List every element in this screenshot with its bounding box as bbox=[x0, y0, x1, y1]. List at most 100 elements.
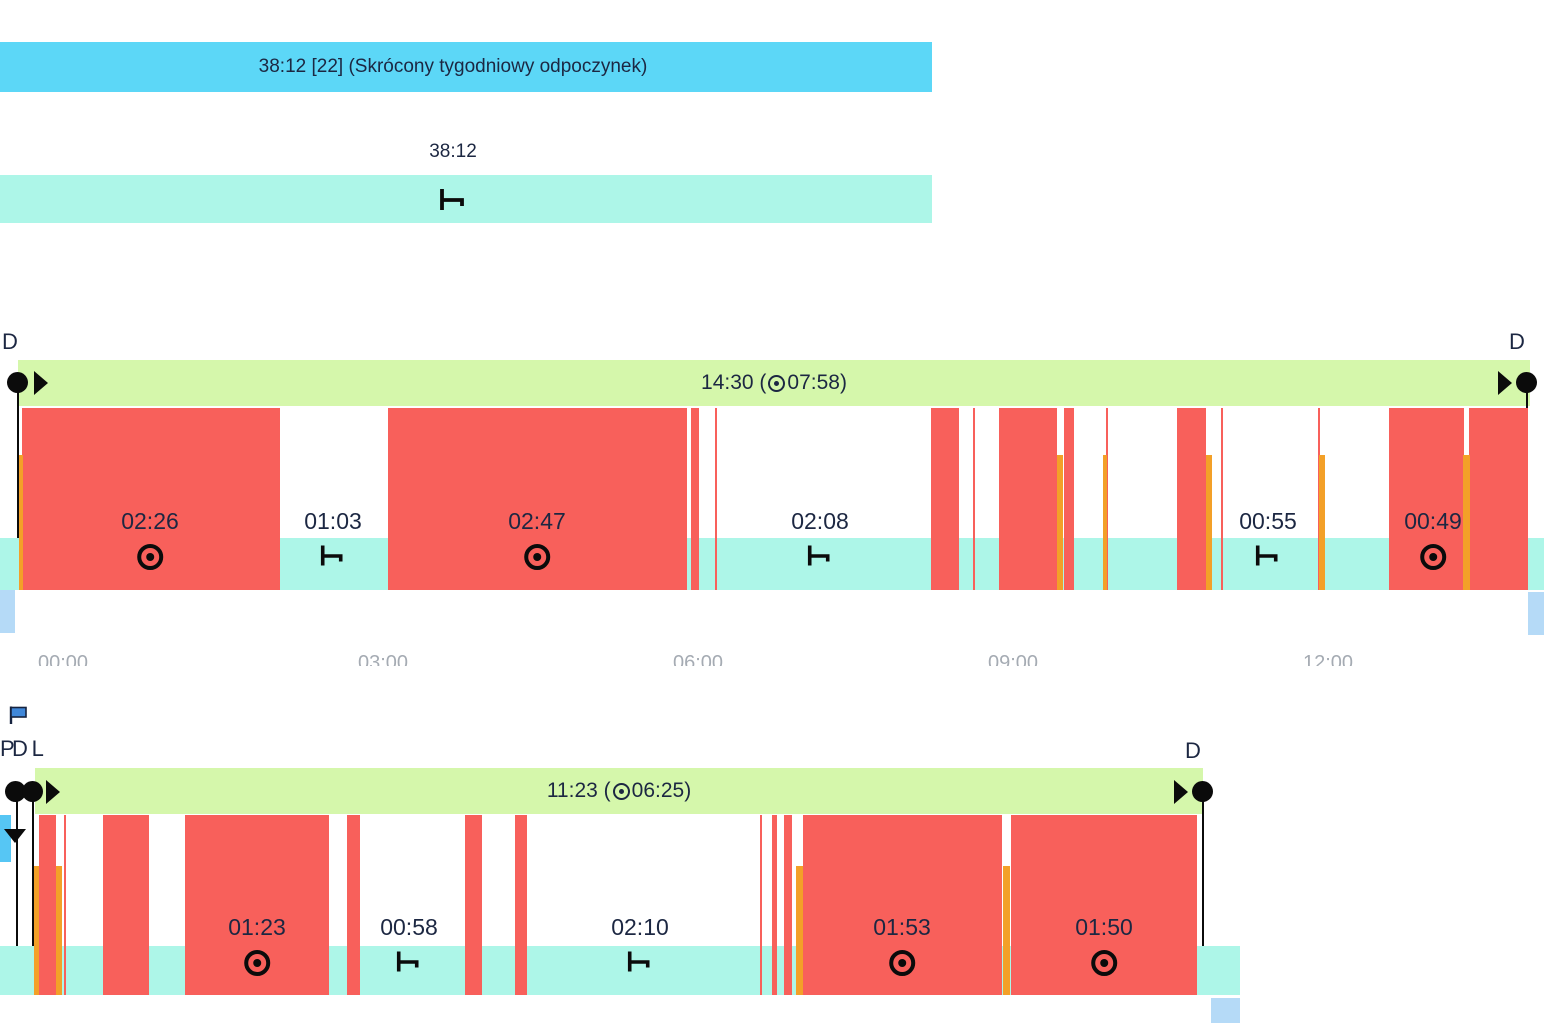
event-marker bbox=[1103, 455, 1107, 590]
segment-duration-label: 00:49 bbox=[1404, 508, 1462, 534]
bed-icon bbox=[321, 545, 343, 566]
segment-duration: 02:47 bbox=[508, 508, 566, 570]
bed-icon bbox=[628, 951, 650, 972]
steering-wheel-icon bbox=[768, 374, 786, 392]
segment-duration: 02:10 bbox=[611, 914, 669, 973]
driving-block[interactable] bbox=[1064, 408, 1074, 590]
segment-duration: 01:53 bbox=[873, 914, 931, 976]
day1-start-arrow-icon[interactable] bbox=[34, 371, 48, 395]
day2-start-arrow-icon[interactable] bbox=[46, 780, 60, 804]
driving-block[interactable] bbox=[691, 408, 699, 590]
wheel-center-dot bbox=[1100, 959, 1108, 967]
segment-duration: 01:23 bbox=[228, 914, 286, 976]
segment-duration: 01:50 bbox=[1075, 914, 1133, 976]
segment-duration-label: 00:55 bbox=[1239, 508, 1297, 534]
flag-icon bbox=[9, 706, 27, 724]
axis-tick-label: 09:00 bbox=[987, 652, 1039, 666]
driving-block[interactable] bbox=[1469, 408, 1528, 590]
driving-block[interactable] bbox=[1221, 408, 1223, 590]
segment-duration-label: 02:10 bbox=[611, 914, 669, 940]
day2-country-label: PL bbox=[0, 736, 61, 761]
day2-start-drop-line-2 bbox=[32, 801, 34, 961]
driving-block[interactable] bbox=[39, 815, 56, 995]
segment-duration-label: 01:50 bbox=[1075, 914, 1133, 940]
day2-end-handle[interactable] bbox=[1192, 781, 1213, 802]
caret-down-icon[interactable] bbox=[4, 829, 26, 843]
driving-block[interactable] bbox=[1177, 408, 1206, 590]
day1-start-handle[interactable] bbox=[7, 372, 28, 393]
driving-block[interactable] bbox=[465, 815, 482, 995]
day1-activity-track: 02:26 01:03 02:47 02:08 00:55 00:49 bbox=[0, 408, 1544, 590]
event-marker bbox=[796, 866, 803, 995]
day1-end-handle[interactable] bbox=[1516, 372, 1537, 393]
bed-icon bbox=[397, 951, 419, 972]
day1-start-day-label: D bbox=[2, 329, 18, 354]
driving-block[interactable] bbox=[515, 815, 527, 995]
steering-wheel-icon bbox=[244, 950, 270, 976]
driving-block[interactable] bbox=[103, 815, 149, 995]
day2-start-day-label: D bbox=[12, 736, 28, 761]
steering-wheel-icon bbox=[889, 950, 915, 976]
driving-block[interactable] bbox=[999, 408, 1057, 590]
steering-wheel-icon bbox=[137, 544, 163, 570]
segment-duration-label: 02:26 bbox=[121, 508, 179, 534]
driving-block[interactable] bbox=[772, 815, 777, 995]
segment-duration-label: 00:58 bbox=[380, 914, 438, 940]
axis-tick-label: 12:00 bbox=[1302, 652, 1354, 666]
driving-block[interactable] bbox=[760, 815, 762, 995]
driving-block[interactable] bbox=[64, 815, 66, 995]
event-marker bbox=[34, 866, 39, 995]
event-marker bbox=[1057, 455, 1063, 590]
driving-block[interactable] bbox=[973, 408, 975, 590]
day2-end-arrow-icon[interactable] bbox=[1174, 780, 1188, 804]
segment-duration: 02:08 bbox=[791, 508, 849, 567]
day2-activity-track: 01:23 00:58 02:10 01:53 01:50 bbox=[0, 815, 1544, 995]
weekly-rest-summary-label: 38:12 [22] (Skrócony tygodniowy odpoczyn… bbox=[258, 56, 648, 77]
event-marker bbox=[1003, 866, 1010, 995]
segment-duration: 00:49 bbox=[1404, 508, 1462, 570]
segment-duration: 02:26 bbox=[121, 508, 179, 570]
event-marker bbox=[19, 455, 23, 590]
wheel-center-dot bbox=[146, 553, 154, 561]
event-marker bbox=[1206, 455, 1212, 590]
segment-duration: 00:55 bbox=[1239, 508, 1297, 567]
driving-block[interactable] bbox=[1106, 408, 1108, 590]
steering-wheel-icon bbox=[1420, 544, 1446, 570]
weekly-rest-bar[interactable] bbox=[0, 175, 932, 223]
bed-icon bbox=[1256, 545, 1278, 566]
day2-right-edge-block bbox=[1211, 998, 1240, 1023]
driving-block[interactable] bbox=[931, 408, 959, 590]
segment-duration: 01:03 bbox=[304, 508, 362, 567]
weekly-rest-duration-label: 38:12 bbox=[429, 141, 477, 162]
axis-tick-label: 03:00 bbox=[357, 652, 409, 666]
segment-duration-label: 01:53 bbox=[873, 914, 931, 940]
steering-wheel-icon bbox=[524, 544, 550, 570]
day2-shift-bar-label: 11:23 ( 06:25) bbox=[546, 779, 692, 802]
segment-duration-label: 01:03 bbox=[304, 508, 362, 534]
weekly-rest-summary-bar[interactable]: 38:12 [22] (Skrócony tygodniowy odpoczyn… bbox=[0, 42, 932, 92]
segment-duration-label: 01:23 bbox=[228, 914, 286, 940]
day1-left-edge-block bbox=[0, 590, 15, 633]
day2-start-handle-2[interactable] bbox=[22, 781, 43, 802]
day1-shift-bar-label: 14:30 ( 07:58) bbox=[701, 371, 847, 394]
steering-wheel-icon bbox=[612, 782, 630, 800]
day2-shift-bar[interactable]: 11:23 ( 06:25) bbox=[35, 768, 1203, 814]
driving-block[interactable] bbox=[715, 408, 717, 590]
axis-tick-label: 00:00 bbox=[37, 652, 89, 666]
day1-shift-bar[interactable]: 14:30 ( 07:58) bbox=[18, 360, 1530, 406]
day1-start-drop-line bbox=[17, 392, 19, 587]
driving-block[interactable] bbox=[784, 815, 792, 995]
bed-icon bbox=[808, 545, 830, 566]
day1-end-arrow-icon[interactable] bbox=[1498, 371, 1512, 395]
day2-start-drop-line-1 bbox=[16, 801, 18, 993]
segment-duration: 00:58 bbox=[380, 914, 438, 973]
day2-end-day-label: D bbox=[1185, 738, 1201, 763]
day1-right-edge-block bbox=[1528, 592, 1544, 635]
driving-block[interactable] bbox=[347, 815, 360, 995]
wheel-center-dot bbox=[253, 959, 261, 967]
wheel-center-dot bbox=[1429, 553, 1437, 561]
wheel-center-dot bbox=[898, 959, 906, 967]
day2-start-handle-1[interactable] bbox=[5, 781, 26, 802]
segment-duration-label: 02:08 bbox=[791, 508, 849, 534]
